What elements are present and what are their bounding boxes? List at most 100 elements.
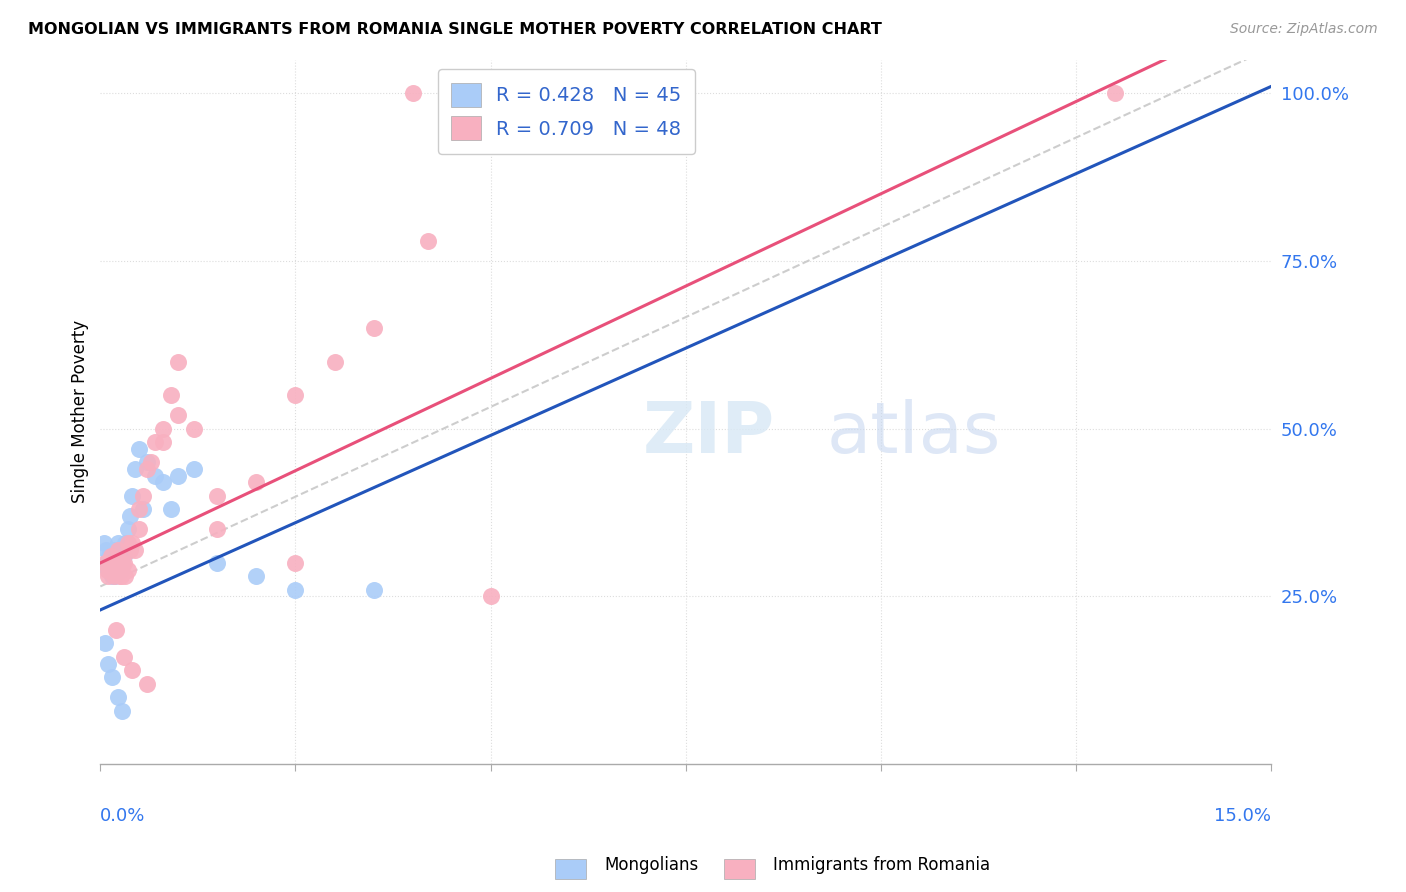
- Point: [108, 569, 131, 583]
- Point: [128, 442, 150, 456]
- Point: [245, 569, 267, 583]
- Point: [104, 623, 127, 637]
- Point: [136, 455, 159, 469]
- Point: [110, 569, 132, 583]
- Text: atlas: atlas: [827, 399, 1001, 467]
- Point: [104, 549, 127, 564]
- Point: [167, 354, 190, 368]
- Y-axis label: Single Mother Poverty: Single Mother Poverty: [72, 320, 89, 503]
- Text: ZIP: ZIP: [643, 399, 775, 467]
- Point: [136, 462, 159, 476]
- Point: [207, 556, 229, 570]
- Point: [107, 690, 129, 705]
- Point: [183, 422, 205, 436]
- Point: [110, 563, 132, 577]
- Point: [97, 549, 120, 564]
- Point: [112, 649, 135, 664]
- Point: [363, 321, 385, 335]
- Point: [103, 542, 125, 557]
- Text: MONGOLIAN VS IMMIGRANTS FROM ROMANIA SINGLE MOTHER POVERTY CORRELATION CHART: MONGOLIAN VS IMMIGRANTS FROM ROMANIA SIN…: [28, 22, 882, 37]
- Point: [245, 475, 267, 490]
- Point: [143, 435, 166, 450]
- Point: [112, 556, 135, 570]
- Point: [152, 435, 174, 450]
- Point: [159, 388, 181, 402]
- Point: [97, 569, 120, 583]
- Point: [117, 536, 139, 550]
- Point: [107, 536, 129, 550]
- Point: [100, 549, 122, 564]
- Point: [111, 556, 134, 570]
- Point: [121, 663, 143, 677]
- Point: [207, 522, 229, 536]
- Point: [101, 556, 124, 570]
- Point: [183, 462, 205, 476]
- Text: Immigrants from Romania: Immigrants from Romania: [773, 856, 990, 874]
- Point: [363, 582, 385, 597]
- Point: [117, 522, 139, 536]
- Text: Source: ZipAtlas.com: Source: ZipAtlas.com: [1230, 22, 1378, 37]
- Point: [94, 542, 117, 557]
- Point: [139, 455, 162, 469]
- Point: [284, 556, 307, 570]
- Point: [96, 556, 118, 570]
- Point: [128, 522, 150, 536]
- Point: [96, 556, 118, 570]
- Point: [323, 354, 346, 368]
- Point: [93, 536, 115, 550]
- Point: [100, 563, 122, 577]
- Point: [159, 502, 181, 516]
- Point: [96, 563, 118, 577]
- Point: [167, 468, 190, 483]
- Point: [167, 409, 190, 423]
- Point: [103, 556, 125, 570]
- Point: [111, 556, 134, 570]
- Point: [101, 670, 124, 684]
- Point: [152, 422, 174, 436]
- Point: [98, 563, 121, 577]
- Point: [118, 542, 141, 557]
- Point: [111, 704, 134, 718]
- Point: [479, 590, 502, 604]
- Point: [1104, 86, 1126, 100]
- Point: [101, 563, 124, 577]
- Point: [114, 536, 136, 550]
- Point: [121, 536, 143, 550]
- Point: [112, 549, 135, 564]
- Point: [107, 542, 129, 557]
- Text: 15.0%: 15.0%: [1215, 806, 1271, 824]
- Point: [124, 462, 146, 476]
- Point: [105, 563, 128, 577]
- Point: [114, 569, 136, 583]
- Point: [284, 388, 307, 402]
- Text: 0.0%: 0.0%: [100, 806, 146, 824]
- Point: [108, 556, 131, 570]
- Point: [104, 569, 127, 583]
- Point: [418, 234, 440, 248]
- Point: [103, 569, 125, 583]
- Text: Mongolians: Mongolians: [605, 856, 699, 874]
- Point: [101, 569, 124, 583]
- Point: [107, 556, 129, 570]
- Point: [98, 556, 121, 570]
- Point: [108, 549, 131, 564]
- Point: [121, 489, 143, 503]
- Point: [100, 556, 122, 570]
- Point: [128, 502, 150, 516]
- Point: [207, 489, 229, 503]
- Point: [94, 636, 117, 650]
- Point: [136, 677, 159, 691]
- Point: [143, 468, 166, 483]
- Point: [117, 563, 139, 577]
- Point: [118, 508, 141, 523]
- Point: [104, 563, 127, 577]
- Point: [94, 556, 117, 570]
- Point: [97, 563, 120, 577]
- Point: [401, 86, 423, 100]
- Point: [132, 502, 155, 516]
- Point: [108, 542, 131, 557]
- Point: [152, 475, 174, 490]
- Point: [101, 556, 124, 570]
- Point: [132, 489, 155, 503]
- Point: [124, 542, 146, 557]
